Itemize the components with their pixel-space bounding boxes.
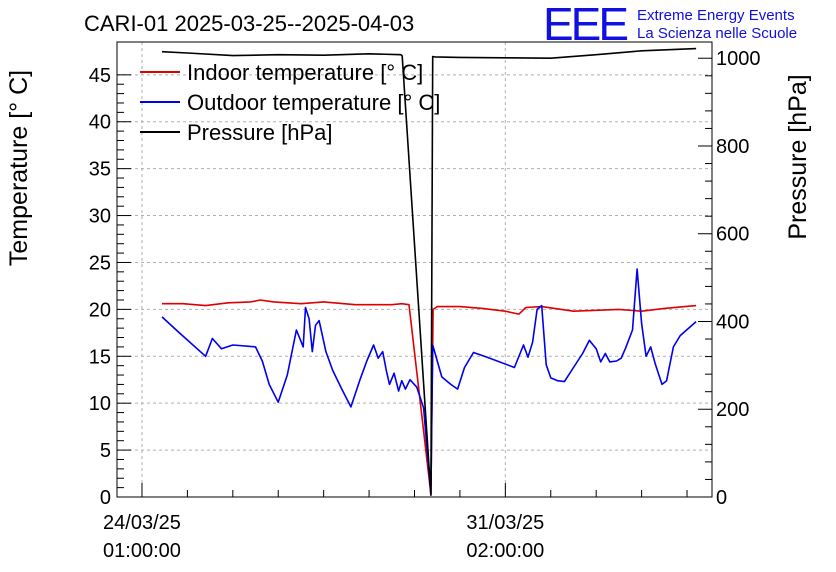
logo-icon: EEE [543, 0, 627, 50]
y2-tick-label: 800 [716, 136, 749, 158]
x-tick-label: 01:00:00 [103, 540, 181, 562]
legend: Indoor temperature [° C] Outdoor temperat… [140, 60, 440, 145]
legend-label: Indoor temperature [° C] [187, 60, 423, 85]
logo-line-2: La Scienza nelle Scuole [637, 25, 797, 42]
y-tick-label: 5 [100, 440, 111, 462]
x-tick-label: 31/03/25 [466, 512, 544, 534]
chart-title: CARI-01 2025-03-25--2025-04-03 [84, 11, 414, 36]
y-tick-label: 45 [89, 65, 111, 87]
x-tick-label: 24/03/25 [103, 512, 181, 534]
legend-label: Pressure [hPa] [187, 120, 333, 145]
series-lines [161, 47, 697, 497]
y2-tick-label: 1000 [716, 48, 761, 70]
y-tick-label: 0 [100, 487, 111, 509]
y-tick-label: 20 [89, 299, 111, 321]
legend-label: Outdoor temperature [° C] [187, 90, 440, 115]
y-tick-label: 35 [89, 159, 111, 181]
y-tick-label: 40 [89, 112, 111, 134]
y-axis-label: Temperature [° C] [5, 70, 33, 266]
y-tick-label: 25 [89, 252, 111, 274]
series-line [161, 268, 697, 496]
y2-tick-label: 200 [716, 399, 749, 421]
y2-tick-label: 600 [716, 224, 749, 246]
axes: 0 5 10 15 20 25 30 35 40 45 0 200 400 600 800 1000 24/03… [89, 48, 761, 562]
y2-axis-label: Pressure [hPa] [784, 74, 812, 239]
logo-line-1: Extreme Energy Events [637, 7, 795, 24]
series-line [161, 47, 697, 497]
y-tick-label: 15 [89, 346, 111, 368]
y2-tick-label: 0 [716, 487, 727, 509]
y2-tick-label: 400 [716, 311, 749, 333]
y-tick-label: 10 [89, 393, 111, 415]
x-tick-label: 02:00:00 [466, 540, 544, 562]
y-tick-label: 30 [89, 206, 111, 228]
grid [117, 42, 712, 497]
